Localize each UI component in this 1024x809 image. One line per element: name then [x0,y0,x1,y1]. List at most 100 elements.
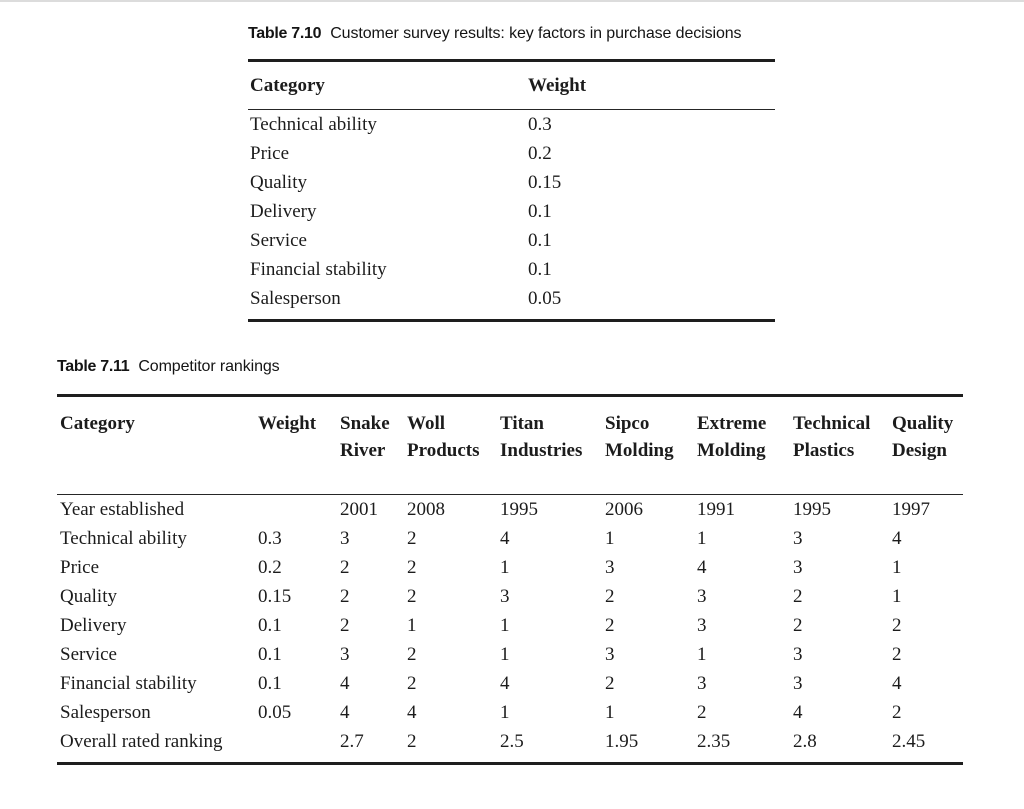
table-row: Service 0.1 [248,226,775,255]
category-cell: Financial stability [250,258,387,280]
quality-design-cell: 4 [892,527,902,549]
table-row: Financial stability 0.1 [248,255,775,284]
customer-survey-table: Category Weight Technical ability 0.3 Pr… [248,59,775,322]
table-row: Financial stability 0.1 4 2 4 2 3 3 4 [57,669,963,698]
header-line-2: Industries [500,440,583,461]
column-header-extreme-molding: Extreme Molding [694,395,790,495]
table-row: Delivery 0.1 [248,197,775,226]
weight-cell [255,727,337,764]
category-cell: Overall rated ranking [60,730,223,752]
table-7-11-caption-text: Competitor rankings [138,358,280,375]
sipco-molding-cell: 2 [605,614,615,636]
category-cell: Price [60,556,100,578]
sipco-molding-cell: 1.95 [605,730,639,752]
category-cell: Delivery [60,614,127,636]
table-header-row: Category Weight Snake River Woll Products … [57,395,963,495]
competitor-rankings-table-body: Year established 2001 2008 1995 2006 199… [57,495,963,764]
extreme-molding-cell: 1 [697,643,707,665]
technical-plastics-cell: 3 [793,527,803,549]
competitor-rankings-table: Category Weight Snake River Woll Products … [57,394,963,765]
snake-river-cell: 2.7 [340,730,364,752]
technical-plastics-cell: 4 [793,701,803,723]
extreme-molding-cell: 2.35 [697,730,731,752]
column-header-titan-industries: Titan Industries [497,395,602,495]
quality-design-cell: 1997 [892,498,930,520]
extreme-molding-cell: 2 [697,701,707,723]
weight-cell: 0.05 [528,287,562,309]
weight-cell: 0.1 [528,258,552,280]
column-header-weight: Weight [255,395,337,495]
snake-river-cell: 2 [340,614,350,636]
column-header-category: Category [57,395,255,495]
table-7-10-section: Table 7.10 Customer survey results: key f… [248,24,775,322]
extreme-molding-cell: 3 [697,614,707,636]
woll-products-cell: 2 [407,527,417,549]
technical-plastics-cell: 3 [793,672,803,694]
table-header-row: Category Weight [248,60,775,110]
header-line-2: Molding [697,440,766,461]
table-row: Salesperson 0.05 [248,284,775,321]
extreme-molding-cell: 4 [697,556,707,578]
weight-cell: 0.2 [528,142,552,164]
woll-products-cell: 2008 [407,498,445,520]
sipco-molding-cell: 1 [605,527,615,549]
titan-industries-cell: 3 [500,585,510,607]
header-line-2: River [340,440,386,461]
quality-design-cell: 2 [892,701,902,723]
quality-design-cell: 2 [892,614,902,636]
category-cell: Quality [60,585,117,607]
table-7-11-section: Table 7.11 Competitor rankings Category W… [57,357,963,765]
customer-survey-table-body: Technical ability 0.3 Price 0.2 Quality … [248,110,775,321]
weight-cell: 0.1 [258,643,282,665]
table-row: Technical ability 0.3 3 2 4 1 1 3 4 [57,524,963,553]
extreme-molding-cell: 1991 [697,498,735,520]
category-cell: Service [250,229,307,251]
weight-cell: 0.1 [528,229,552,251]
weight-cell: 0.15 [528,171,562,193]
technical-plastics-cell: 2 [793,585,803,607]
titan-industries-cell: 2.5 [500,730,524,752]
sipco-molding-cell: 3 [605,556,615,578]
quality-design-cell: 1 [892,556,902,578]
table-7-10-caption-label: Table 7.10 [248,25,322,42]
header-line-2: Molding [605,440,674,461]
snake-river-cell: 2 [340,585,350,607]
header-line-2: Plastics [793,440,855,461]
table-row: Price 0.2 2 2 1 3 4 3 1 [57,553,963,582]
snake-river-cell: 2001 [340,498,378,520]
woll-products-cell: 4 [407,701,417,723]
table-row: Technical ability 0.3 [248,110,775,140]
table-row: Service 0.1 3 2 1 3 1 3 2 [57,640,963,669]
woll-products-cell: 2 [407,556,417,578]
column-header-category: Category [248,60,526,110]
table-row: Price 0.2 [248,139,775,168]
header-line-1: Extreme [697,413,767,434]
quality-design-cell: 4 [892,672,902,694]
snake-river-cell: 3 [340,643,350,665]
snake-river-cell: 3 [340,527,350,549]
titan-industries-cell: 1 [500,614,510,636]
technical-plastics-cell: 3 [793,556,803,578]
category-cell: Delivery [250,200,317,222]
sipco-molding-cell: 2 [605,585,615,607]
table-7-11-caption-label: Table 7.11 [57,358,130,375]
category-cell: Year established [60,498,185,520]
technical-plastics-cell: 2 [793,614,803,636]
header-line-1: Technical [793,413,871,434]
column-header-snake-river: Snake River [337,395,404,495]
category-cell: Price [250,142,290,164]
header-line-1: Woll [407,413,446,434]
column-header-sipco-molding: Sipco Molding [602,395,694,495]
table-7-10-caption: Table 7.10 Customer survey results: key f… [248,24,775,44]
weight-cell: 0.05 [258,701,292,723]
woll-products-cell: 2 [407,672,417,694]
category-cell: Financial stability [60,672,197,694]
woll-products-cell: 1 [407,614,417,636]
titan-industries-cell: 4 [500,672,510,694]
weight-cell: 0.1 [528,200,552,222]
table-row: Quality 0.15 [248,168,775,197]
extreme-molding-cell: 1 [697,527,707,549]
titan-industries-cell: 1 [500,643,510,665]
table-row: Delivery 0.1 2 1 1 2 3 2 2 [57,611,963,640]
